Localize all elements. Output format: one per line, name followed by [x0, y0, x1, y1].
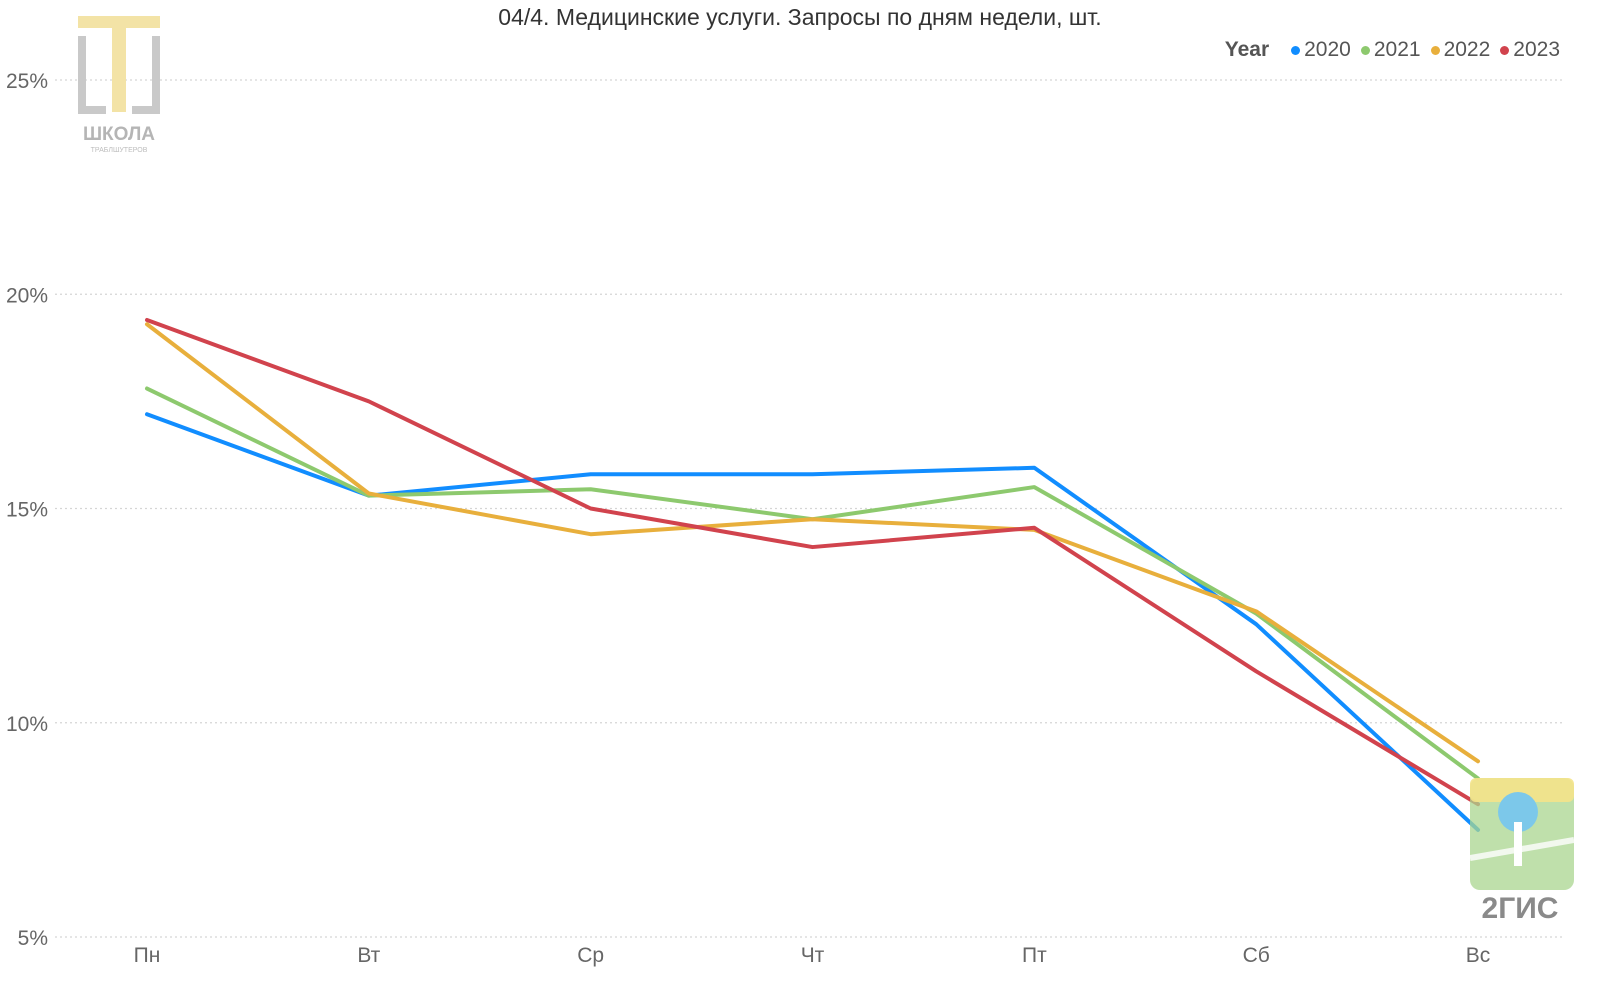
- y-tick-label: 25%: [6, 70, 48, 93]
- x-axis-ticks: Пн Вт Ср Чт Пт Сб Вс: [134, 944, 1491, 967]
- y-axis-ticks: 5% 10% 15% 20% 25%: [6, 70, 48, 950]
- x-tick-label: Пт: [1022, 944, 1047, 967]
- legend-item-2020[interactable]: 2020: [1291, 38, 1351, 62]
- y-tick-label: 15%: [6, 499, 48, 522]
- legend-dot-icon: [1430, 45, 1440, 55]
- y-tick-label: 10%: [6, 713, 48, 736]
- y-tick-label: 5%: [18, 927, 48, 950]
- logo-left-subtext: ТРАБЛШУТЕРОВ: [91, 147, 148, 154]
- series-line-2023: [145, 317, 1480, 807]
- legend-label: 2023: [1513, 38, 1560, 61]
- legend-items: 2020 2021 2022 2023: [1281, 38, 1560, 62]
- 2gis-logo: 2ГИС: [1470, 778, 1574, 925]
- legend-label: 2021: [1373, 38, 1421, 61]
- logo-left-text: ШКОЛА: [83, 124, 155, 145]
- shkola-logo: ШКОЛА ТРАБЛШУТЕРОВ: [78, 16, 160, 154]
- x-tick-label: Ср: [577, 944, 604, 967]
- legend-dot-icon: [1291, 45, 1301, 55]
- series-lines: [145, 317, 1480, 832]
- legend-dot-icon: [1500, 45, 1510, 55]
- logo-right-text: 2ГИС: [1482, 892, 1559, 925]
- legend-item-2021[interactable]: 2021: [1360, 38, 1421, 62]
- x-tick-label: Чт: [801, 944, 825, 967]
- legend-item-2023[interactable]: 2023: [1500, 38, 1560, 62]
- legend-label: 2020: [1304, 38, 1351, 61]
- legend-dot-icon: [1360, 45, 1370, 55]
- series-line-2022: [145, 322, 1480, 764]
- legend-title: Year: [1224, 38, 1270, 61]
- legend-item-2022[interactable]: 2022: [1430, 38, 1491, 62]
- legend-label: 2022: [1443, 38, 1491, 61]
- legend: Year 2020 2021 2022 2023: [1225, 38, 1560, 62]
- x-tick-label: Вт: [357, 944, 380, 967]
- y-tick-label: 20%: [6, 284, 48, 307]
- chart-title: 04/4. Медицинские услуги. Запросы по дня…: [498, 4, 1102, 30]
- series-line-2021: [145, 386, 1480, 781]
- x-tick-label: Сб: [1243, 944, 1270, 967]
- grid-lines: [55, 79, 1565, 938]
- x-tick-label: Пн: [134, 944, 161, 967]
- x-tick-label: Вс: [1466, 944, 1491, 967]
